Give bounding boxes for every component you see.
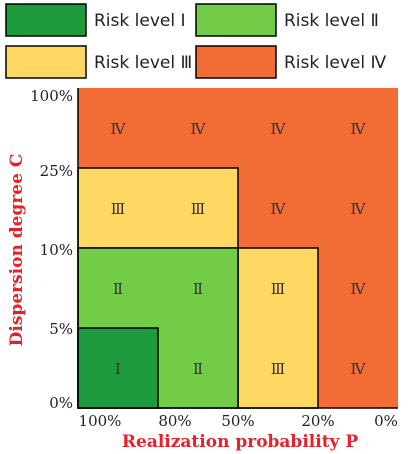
- y-tick-labels: 100% 25% 10% 5% 0%: [30, 87, 73, 412]
- region-level-3-lower: [237, 247, 319, 409]
- cell-labels: Ⅳ Ⅳ Ⅳ Ⅳ Ⅲ Ⅲ Ⅳ Ⅳ Ⅱ Ⅱ Ⅲ Ⅳ Ⅰ Ⅱ Ⅲ Ⅳ: [111, 120, 367, 378]
- y-tick-10: 10%: [40, 241, 73, 259]
- cell-r3-c4: Ⅳ: [351, 280, 367, 298]
- x-tick-0: 0%: [374, 412, 398, 430]
- y-tick-100: 100%: [30, 87, 73, 105]
- x-tick-50: 50%: [221, 412, 254, 430]
- x-tick-labels: 100% 80% 50% 20% 0%: [79, 412, 398, 430]
- cell-r1-c3: Ⅳ: [271, 120, 287, 138]
- cell-r2-c1: Ⅲ: [111, 200, 125, 218]
- region-level-3: [77, 167, 239, 249]
- cell-r2-c4: Ⅳ: [351, 200, 367, 218]
- legend-label-level-4: Risk level Ⅳ: [284, 53, 386, 73]
- risk-regions: [77, 88, 398, 409]
- legend: Risk level Ⅰ Risk level Ⅱ Risk level Ⅲ R…: [5, 3, 386, 79]
- cell-r4-c3: Ⅲ: [271, 360, 285, 378]
- cell-r4-c4: Ⅳ: [351, 360, 367, 378]
- y-axis-title: Dispersion degree C: [7, 154, 27, 347]
- legend-label-level-3: Risk level Ⅲ: [94, 53, 192, 73]
- y-tick-0: 0%: [49, 394, 73, 412]
- legend-swatch-level-4: [195, 45, 277, 79]
- legend-label-level-2: Risk level Ⅱ: [284, 11, 379, 31]
- x-tick-20: 20%: [301, 412, 334, 430]
- cell-r2-c3: Ⅳ: [271, 200, 287, 218]
- y-tick-5: 5%: [49, 320, 73, 338]
- cell-r4-c1: Ⅰ: [115, 360, 121, 378]
- x-axis-title: Realization probability P: [122, 432, 358, 452]
- cell-r1-c1: Ⅳ: [111, 120, 127, 138]
- cell-r1-c2: Ⅳ: [191, 120, 207, 138]
- y-tick-25: 25%: [40, 162, 73, 180]
- legend-swatch-level-3: [5, 45, 87, 79]
- legend-swatch-level-2: [195, 3, 277, 37]
- cell-r4-c2: Ⅱ: [193, 360, 203, 378]
- x-tick-100: 100%: [79, 412, 122, 430]
- cell-r2-c2: Ⅲ: [191, 200, 205, 218]
- cell-r1-c4: Ⅳ: [351, 120, 367, 138]
- legend-swatch-level-1: [5, 3, 87, 37]
- cell-r3-c3: Ⅲ: [271, 280, 285, 298]
- x-tick-80: 80%: [158, 412, 191, 430]
- cell-r3-c2: Ⅱ: [193, 280, 203, 298]
- cell-r3-c1: Ⅱ: [113, 280, 123, 298]
- legend-label-level-1: Risk level Ⅰ: [94, 11, 185, 31]
